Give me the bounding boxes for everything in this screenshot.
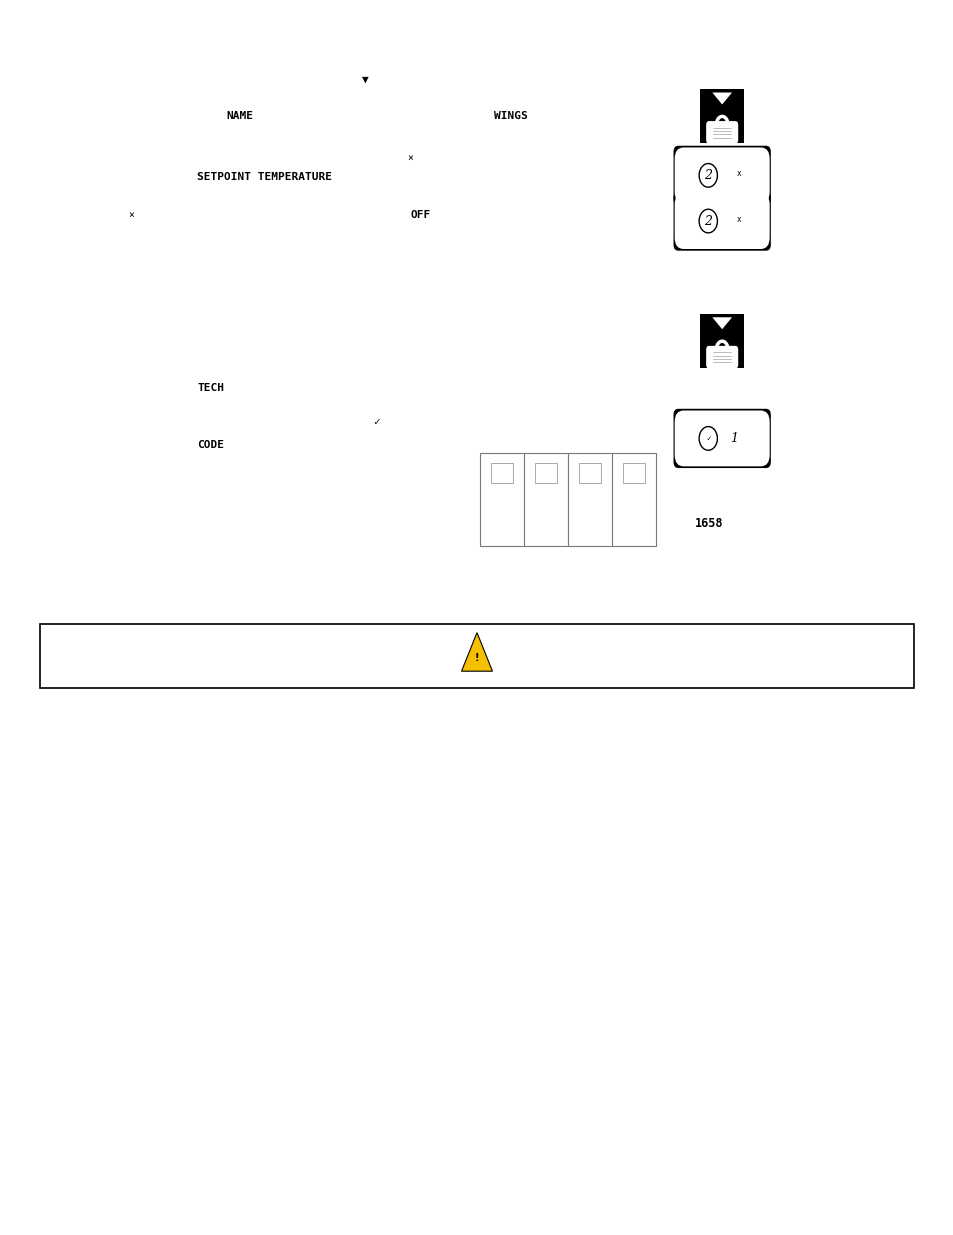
FancyBboxPatch shape xyxy=(673,146,770,205)
Bar xyxy=(491,462,513,483)
Text: ✓: ✓ xyxy=(705,433,710,443)
Text: 2: 2 xyxy=(703,169,712,182)
Bar xyxy=(612,453,656,546)
FancyBboxPatch shape xyxy=(673,409,770,468)
Text: WINGS: WINGS xyxy=(494,111,527,121)
Circle shape xyxy=(699,163,717,188)
Bar xyxy=(578,462,600,483)
Text: !: ! xyxy=(475,653,478,663)
FancyBboxPatch shape xyxy=(674,193,769,249)
FancyBboxPatch shape xyxy=(705,121,738,143)
Bar xyxy=(568,453,612,546)
FancyBboxPatch shape xyxy=(674,410,769,467)
Text: x: x xyxy=(736,215,740,224)
Text: x: x xyxy=(736,169,740,178)
Text: SETPOINT TEMPERATURE: SETPOINT TEMPERATURE xyxy=(197,172,333,182)
Text: 1: 1 xyxy=(729,432,737,445)
FancyBboxPatch shape xyxy=(673,191,770,251)
Text: TECH: TECH xyxy=(197,383,224,393)
Text: ✓: ✓ xyxy=(373,417,380,427)
Text: ×: × xyxy=(407,153,413,163)
Bar xyxy=(535,462,557,483)
Text: ×: × xyxy=(129,210,134,220)
Text: 1658: 1658 xyxy=(694,517,722,530)
Bar xyxy=(700,89,743,143)
Text: NAME: NAME xyxy=(226,111,253,121)
Text: CODE: CODE xyxy=(197,440,224,450)
Bar xyxy=(700,314,743,368)
Text: ▼: ▼ xyxy=(361,74,369,85)
Polygon shape xyxy=(461,632,492,671)
Polygon shape xyxy=(712,317,731,330)
Bar xyxy=(479,453,523,546)
FancyBboxPatch shape xyxy=(705,346,738,368)
FancyBboxPatch shape xyxy=(674,147,769,204)
Bar xyxy=(523,453,568,546)
Circle shape xyxy=(699,209,717,233)
Text: 2: 2 xyxy=(703,215,712,227)
Polygon shape xyxy=(712,93,731,105)
Bar xyxy=(40,624,913,688)
Bar xyxy=(622,462,644,483)
Circle shape xyxy=(699,426,717,451)
Text: OFF: OFF xyxy=(410,210,430,220)
